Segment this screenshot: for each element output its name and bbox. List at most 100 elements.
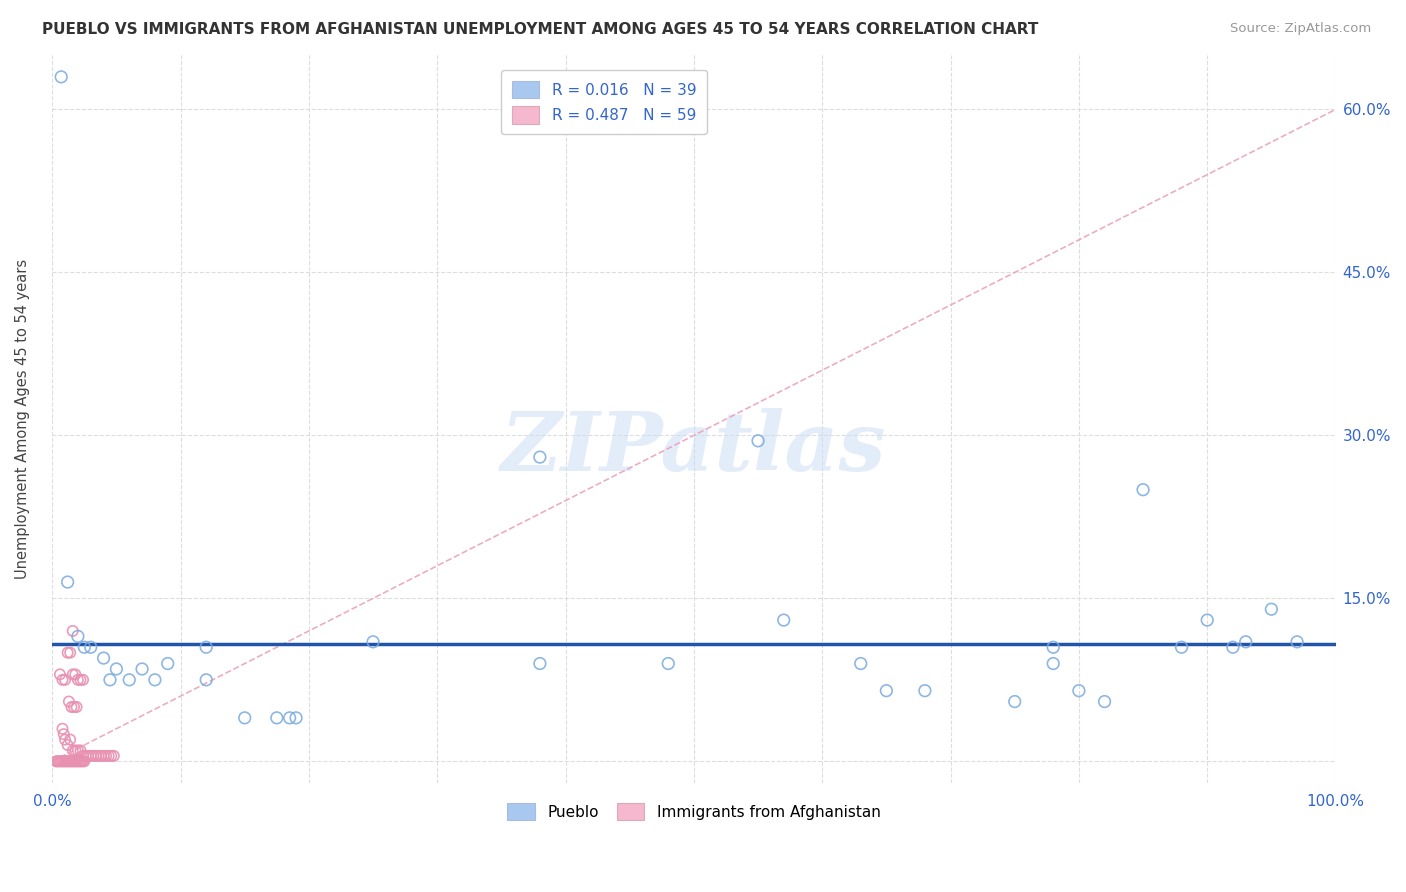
Y-axis label: Unemployment Among Ages 45 to 54 years: Unemployment Among Ages 45 to 54 years [15,259,30,579]
Point [529,657,551,671]
Point [875,683,897,698]
Point [51,722,73,736]
Point [1004,695,1026,709]
Point [266,711,288,725]
Point [94,748,117,763]
Point [1132,483,1154,497]
Point [62,624,84,638]
Point [285,711,308,725]
Point [1286,635,1309,649]
Point [90,748,112,763]
Point [103,748,125,763]
Point [1094,695,1116,709]
Point [52,754,75,768]
Point [53,754,76,768]
Point [51,754,73,768]
Point [53,732,76,747]
Point [1260,602,1282,616]
Point [914,683,936,698]
Point [87,748,110,763]
Point [529,450,551,464]
Point [73,754,96,768]
Point [65,754,87,768]
Point [278,711,301,725]
Point [56,754,79,768]
Point [66,629,89,643]
Point [62,743,84,757]
Point [98,673,121,687]
Point [156,657,179,671]
Point [58,695,80,709]
Point [62,667,84,681]
Point [56,646,79,660]
Point [118,673,141,687]
Point [59,646,82,660]
Point [1197,613,1219,627]
Point [73,640,96,655]
Text: ZIPatlas: ZIPatlas [501,409,887,488]
Point [195,673,218,687]
Point [131,662,153,676]
Point [69,754,91,768]
Point [52,727,75,741]
Point [105,662,128,676]
Point [65,743,87,757]
Point [80,748,103,763]
Point [56,738,79,752]
Text: PUEBLO VS IMMIGRANTS FROM AFGHANISTAN UNEMPLOYMENT AMONG AGES 45 TO 54 YEARS COR: PUEBLO VS IMMIGRANTS FROM AFGHANISTAN UN… [42,22,1039,37]
Point [84,748,107,763]
Point [67,754,90,768]
Point [143,673,166,687]
Point [1234,635,1257,649]
Point [233,711,256,725]
Point [58,754,80,768]
Point [77,748,100,763]
Point [60,700,83,714]
Point [1170,640,1192,655]
Point [72,673,94,687]
Point [82,748,104,763]
Point [195,640,218,655]
Point [56,575,79,590]
Point [657,657,679,671]
Point [51,70,73,84]
Point [69,673,91,687]
Point [62,754,84,768]
Point [66,673,89,687]
Point [70,754,93,768]
Point [48,754,70,768]
Point [49,754,72,768]
Legend: Pueblo, Immigrants from Afghanistan: Pueblo, Immigrants from Afghanistan [501,797,887,826]
Point [93,651,115,665]
Point [97,748,120,763]
Point [849,657,872,671]
Point [1042,640,1064,655]
Point [59,754,82,768]
Point [63,754,86,768]
Point [1042,657,1064,671]
Point [93,748,115,763]
Point [51,673,73,687]
Point [72,748,94,763]
Point [1067,683,1090,698]
Point [55,754,77,768]
Point [51,754,73,768]
Point [80,640,103,655]
Point [65,754,87,768]
Point [66,754,89,768]
Point [59,732,82,747]
Point [72,754,94,768]
Point [60,754,83,768]
Point [65,667,87,681]
Text: Source: ZipAtlas.com: Source: ZipAtlas.com [1230,22,1371,36]
Point [747,434,769,448]
Point [53,673,76,687]
Point [46,754,69,768]
Point [65,700,87,714]
Point [772,613,794,627]
Point [1222,640,1244,655]
Point [63,700,86,714]
Point [45,754,67,768]
Point [66,743,89,757]
Point [69,743,91,757]
